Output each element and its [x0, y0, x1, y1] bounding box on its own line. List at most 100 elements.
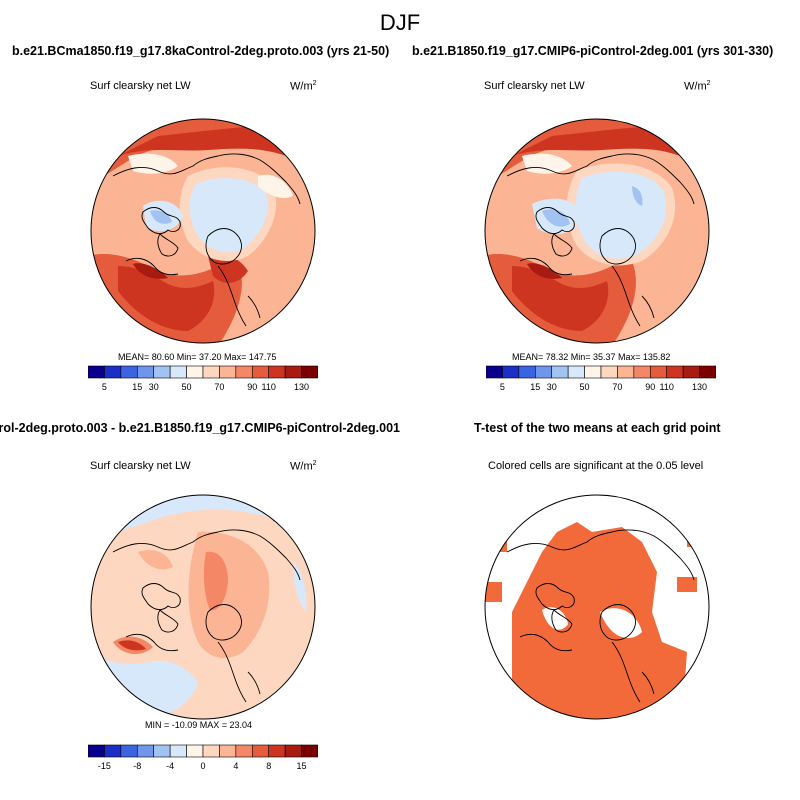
archipelago-warming — [138, 550, 173, 570]
colorbar-box — [120, 365, 138, 379]
colorbar-tick-label: 5 — [102, 382, 107, 392]
colorbar-box — [104, 744, 122, 758]
colorbar-tick-label: -15 — [98, 761, 111, 771]
panel-4-map — [484, 494, 710, 720]
labrador-max — [118, 640, 146, 651]
colorbar-box — [617, 365, 635, 379]
map-border — [484, 118, 710, 344]
colorbar-tick-label: 130 — [692, 382, 707, 392]
colorbar-tick-label: 70 — [612, 382, 622, 392]
colorbar-box — [235, 365, 253, 379]
insignificant-hole — [600, 608, 642, 638]
colorbar-box — [649, 365, 668, 379]
colorbar-tick-label: 90 — [247, 382, 257, 392]
colorbar-box — [268, 365, 286, 379]
colorbar-tick-label: 110 — [660, 382, 674, 392]
arctic-ocean-low — [189, 178, 268, 253]
panel-1-stats: MEAN= 80.60 Min= 37.20 Max= 147.75 — [118, 352, 277, 362]
panel-3-colorbar: -15 -8 -4 0 4 8 15 — [88, 744, 318, 771]
insignificant-hole — [542, 607, 568, 630]
panel-3-map — [90, 494, 316, 720]
significant-cells-patch — [677, 577, 697, 592]
colorbar-tick-label: 50 — [182, 382, 192, 392]
coastlines — [112, 153, 301, 327]
colorbar-box — [153, 744, 171, 758]
labrador-max — [133, 263, 168, 279]
colorbar-box — [600, 365, 618, 379]
colorbar-box — [153, 365, 171, 379]
colorbar-tick-label: 0 — [200, 761, 205, 771]
map-border — [90, 118, 316, 344]
colorbar-tick-label: 70 — [214, 382, 224, 392]
panel-2-title: b.e21.B1850.f19_g17.CMIP6-piControl-2deg… — [412, 44, 774, 58]
colorbar-box — [251, 365, 270, 379]
panel-3-variable: Surf clearsky net LW — [90, 460, 191, 472]
colorbar-box — [136, 365, 155, 379]
colorbar-tick-label: -8 — [133, 761, 141, 771]
colorbar-box — [666, 365, 684, 379]
panel-1-title: b.e21.BCma1850.f19_g17.8kaControl-2deg.p… — [12, 44, 390, 58]
coastlines — [506, 529, 695, 703]
map-border — [484, 494, 710, 720]
alaska-light-region — [258, 174, 293, 198]
panel-4-subtitle: Colored cells are significant at the 0.0… — [488, 460, 704, 472]
colorbar-box — [682, 365, 700, 379]
colorbar-tick-label: 15 — [132, 382, 142, 392]
colorbar-tick-label: 5 — [500, 382, 505, 392]
colorbar-box — [284, 744, 302, 758]
colorbar-box — [186, 365, 204, 379]
panel-2-colorbar: 5 15 30 50 70 90 110 130 — [486, 365, 716, 392]
colorbar-tick-label: 110 — [262, 382, 276, 392]
colorbar-box — [284, 365, 302, 379]
colorbar-box — [120, 744, 138, 758]
siberia-light-region — [128, 153, 178, 174]
colorbar-box — [567, 365, 585, 379]
colorbar-box — [518, 365, 536, 379]
arctic-warming-core — [203, 551, 228, 611]
archipelago-core — [542, 209, 570, 227]
colorbar-box — [633, 365, 651, 379]
colorbar-tick-label: 15 — [297, 761, 307, 771]
north-atlantic-core — [512, 266, 609, 331]
map-border — [90, 494, 316, 720]
arctic-ocean-low — [575, 171, 667, 259]
colorbar-box — [169, 744, 187, 758]
colorbar-box — [202, 365, 220, 379]
siberia-light-region — [522, 153, 572, 174]
panel-1-units: W/m2 — [290, 80, 317, 93]
colorbar-box — [699, 365, 716, 379]
colorbar-box — [202, 744, 220, 758]
figure-title: DJF — [379, 10, 421, 35]
colorbar-box — [584, 365, 602, 379]
colorbar-box — [301, 365, 318, 379]
colorbar-tick-label: 30 — [547, 382, 557, 392]
colorbar-box — [235, 744, 253, 758]
colorbar-box — [486, 365, 503, 379]
panel-2-units: W/m2 — [684, 80, 711, 93]
colorbar-box — [502, 365, 520, 379]
colorbar-box — [219, 365, 237, 379]
panel-1-map — [90, 118, 316, 344]
archipelago-core — [150, 210, 172, 224]
siberian-low — [292, 562, 307, 612]
coastlines — [506, 153, 695, 327]
colorbar-tick-label: 90 — [645, 382, 655, 392]
colorbar-tick-label: -4 — [166, 761, 174, 771]
colorbar-box — [186, 744, 204, 758]
colorbar-box — [88, 365, 105, 379]
panel-2-map — [484, 118, 710, 344]
panel-1-colorbar: 5 15 30 50 70 90 110 130 — [88, 365, 318, 392]
significant-cells-patch — [492, 537, 507, 552]
panel-3-units: W/m2 — [290, 460, 317, 473]
panel-3-title: b.e21.BCma1850.f19_g17.8kaControl-2deg.p… — [0, 421, 400, 435]
panel-3-stats: MIN = -10.09 MAX = 23.04 — [145, 720, 253, 730]
north-atlantic-core — [118, 266, 215, 331]
significant-cells-main — [512, 522, 687, 719]
panel-1-variable: Surf clearsky net LW — [90, 80, 191, 92]
coastlines — [112, 529, 301, 703]
labrador-max — [527, 263, 562, 279]
colorbar-box — [268, 744, 286, 758]
colorbar-tick-label: 4 — [233, 761, 238, 771]
colorbar-box — [104, 365, 122, 379]
siberian-shelf-low — [632, 186, 643, 206]
